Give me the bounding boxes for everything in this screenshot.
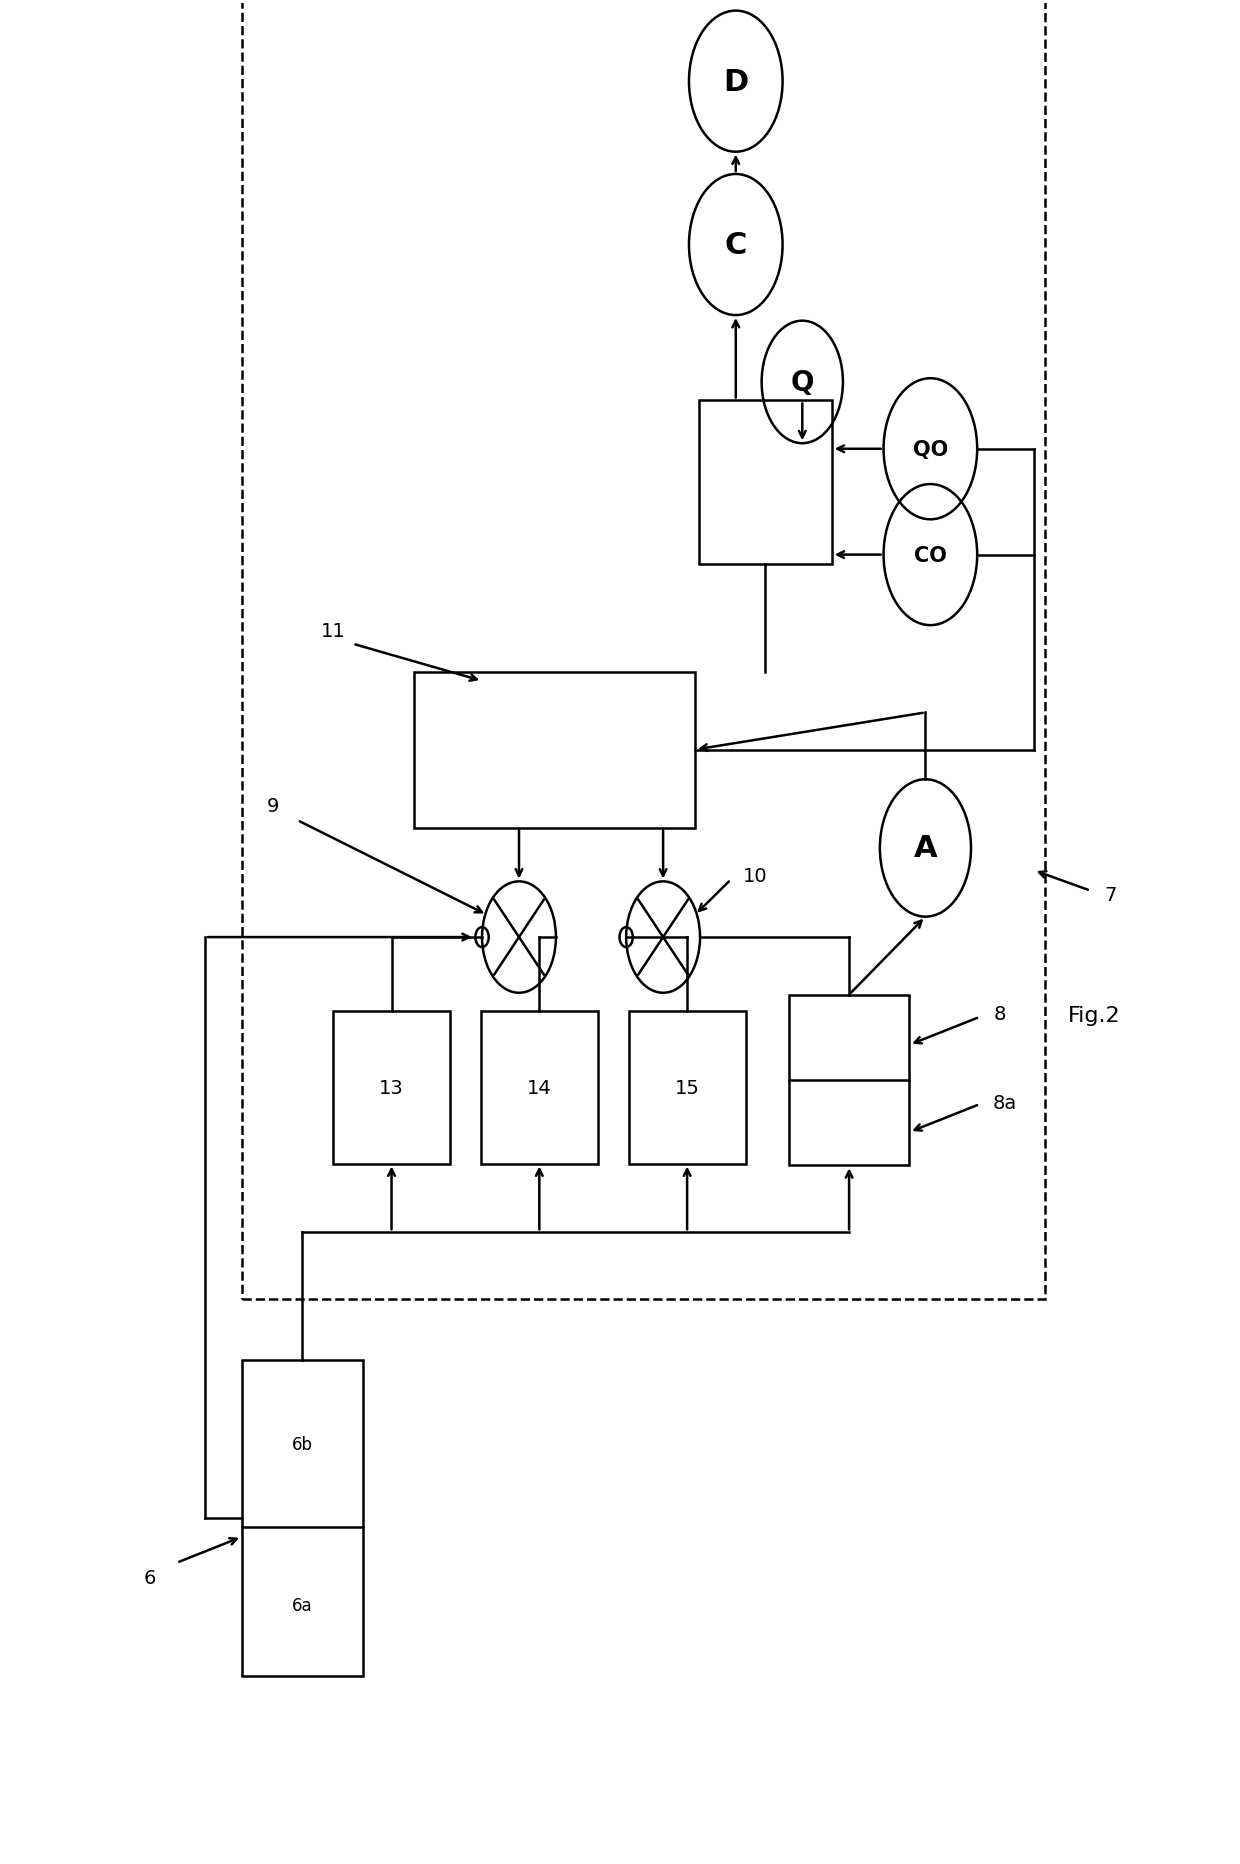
- Bar: [414, 673, 696, 828]
- Bar: [242, 0, 1045, 1299]
- Text: 8a: 8a: [992, 1092, 1017, 1113]
- Text: C: C: [724, 231, 746, 259]
- Text: 10: 10: [743, 867, 768, 885]
- Bar: [629, 1012, 745, 1163]
- Bar: [789, 995, 909, 1165]
- Text: D: D: [723, 67, 749, 97]
- Text: 9: 9: [267, 796, 279, 815]
- Text: 11: 11: [321, 623, 346, 641]
- Bar: [699, 401, 832, 565]
- Text: 6: 6: [144, 1568, 156, 1588]
- Text: A: A: [914, 833, 937, 863]
- Text: QO: QO: [913, 440, 949, 460]
- Text: 7: 7: [1104, 885, 1116, 904]
- Text: 14: 14: [527, 1079, 552, 1098]
- Text: 8: 8: [993, 1005, 1006, 1023]
- Text: 15: 15: [675, 1079, 699, 1098]
- Bar: [334, 1012, 450, 1163]
- Text: Q: Q: [791, 369, 813, 397]
- Text: 6a: 6a: [291, 1597, 312, 1614]
- Bar: [242, 1361, 362, 1676]
- Text: CO: CO: [914, 546, 947, 565]
- Text: 13: 13: [379, 1079, 404, 1098]
- Text: 6b: 6b: [291, 1435, 312, 1454]
- Bar: [481, 1012, 598, 1163]
- Text: Fig.2: Fig.2: [1068, 1005, 1121, 1025]
